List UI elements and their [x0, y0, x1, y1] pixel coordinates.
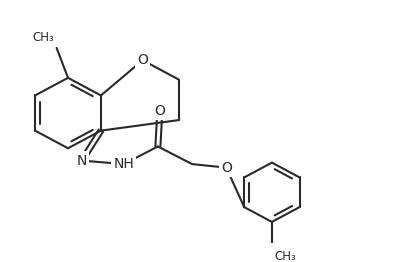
Text: O: O — [154, 104, 165, 118]
Text: NH: NH — [113, 157, 134, 171]
Text: O: O — [221, 161, 232, 174]
Text: N: N — [77, 154, 87, 168]
Text: CH₃: CH₃ — [274, 250, 296, 262]
Text: CH₃: CH₃ — [33, 31, 55, 44]
Text: O: O — [137, 53, 148, 67]
